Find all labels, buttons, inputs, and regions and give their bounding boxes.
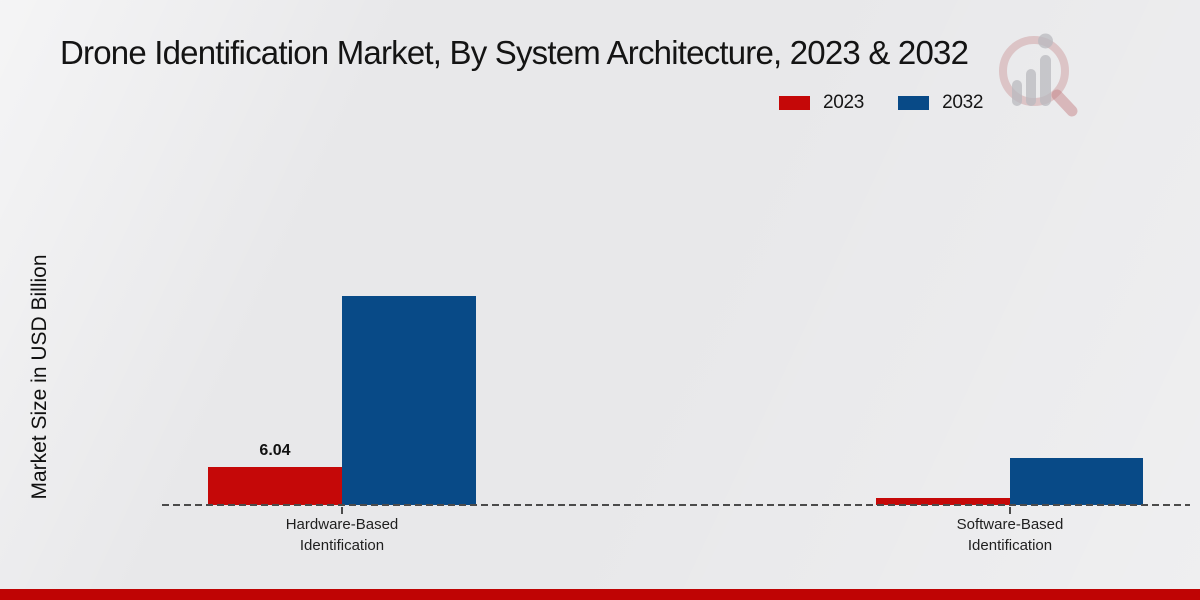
legend-item-2032: 2032 xyxy=(898,92,983,114)
legend-label-2032: 2032 xyxy=(942,92,984,113)
legend-swatch-2032 xyxy=(898,96,930,110)
bar-software-2023 xyxy=(876,498,1010,505)
zero-baseline-dashed-line xyxy=(162,504,1190,506)
category-label-software: Software-Based Identification xyxy=(956,516,1064,554)
plot-area: 6.04 Hardware-Based Identification Softw… xyxy=(162,287,1190,554)
magnifier-bar-chart-watermark-icon xyxy=(999,33,1078,117)
legend-swatch-2023 xyxy=(779,96,810,110)
legend-label-2023: 2023 xyxy=(823,92,865,113)
bar-hardware-2023: 6.04 xyxy=(208,442,342,505)
value-label-hardware-2023: 6.04 xyxy=(259,442,291,460)
y-axis-label: Market Size in USD Billion xyxy=(28,254,51,500)
bottom-accent-bar xyxy=(0,589,1200,600)
legend: 2023 2032 xyxy=(779,92,983,114)
x-tick-hardware xyxy=(341,507,343,514)
x-tick-software xyxy=(1009,507,1011,514)
chart-title: Drone Identification Market, By System A… xyxy=(60,34,969,71)
category-label-hardware: Hardware-Based Identification xyxy=(285,516,399,554)
bar-software-2032 xyxy=(1010,457,1143,505)
legend-item-2023: 2023 xyxy=(779,92,864,114)
bar-hardware-2032 xyxy=(342,296,476,505)
